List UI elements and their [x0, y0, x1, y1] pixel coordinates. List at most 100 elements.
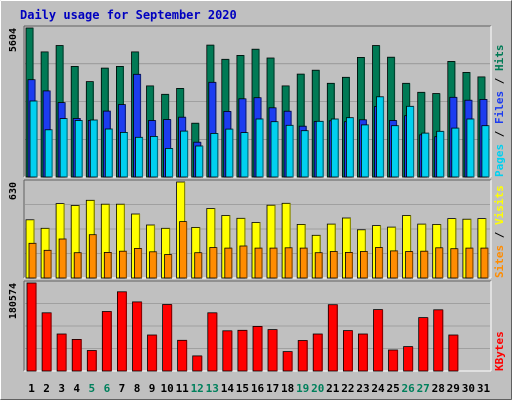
x-tick-label-day-30: 30 — [462, 382, 475, 395]
bar-kbytes-day-21 — [327, 304, 338, 372]
bar-sites-day-15 — [239, 245, 248, 279]
x-tick-label-day-21: 21 — [326, 382, 340, 395]
bar-pages-day-22 — [345, 117, 354, 178]
bar-pages-day-25 — [391, 125, 399, 178]
bar-kbytes-day-28 — [433, 309, 444, 372]
bar-sites-day-5 — [88, 234, 97, 279]
bar-sites-day-23 — [359, 251, 368, 279]
bar-sites-day-20 — [314, 252, 323, 279]
x-tick-label-day-8: 8 — [134, 382, 141, 395]
x-tick-label-day-29: 29 — [447, 382, 460, 395]
bar-kbytes-day-19 — [297, 340, 308, 372]
x-tick-label-day-27: 27 — [417, 382, 430, 395]
bar-pages-day-23 — [360, 124, 369, 178]
x-tick-label-day-17: 17 — [266, 382, 279, 395]
x-tick-label-day-26: 26 — [401, 382, 415, 395]
bar-pages-day-7 — [120, 131, 128, 178]
bar-sites-day-2 — [43, 249, 52, 279]
bar-pages-day-17 — [270, 121, 279, 178]
x-tick-label-day-18: 18 — [281, 382, 294, 395]
bar-pages-day-14 — [225, 128, 234, 178]
bar-sites-day-14 — [224, 247, 233, 279]
bar-sites-day-1 — [28, 242, 37, 279]
x-tick-label-day-28: 28 — [432, 382, 445, 395]
bar-kbytes-day-20 — [312, 333, 323, 372]
bar-kbytes-day-25 — [388, 349, 398, 372]
x-tick-label-day-6: 6 — [104, 382, 111, 395]
x-tick-label-day-15: 15 — [236, 382, 249, 395]
bar-pages-day-21 — [330, 118, 339, 178]
legend-separator: / — [493, 124, 506, 144]
bar-sites-day-11 — [179, 221, 188, 279]
bar-kbytes-day-22 — [342, 330, 353, 372]
bar-pages-day-2 — [44, 129, 53, 178]
bar-sites-day-6 — [103, 251, 112, 279]
bar-kbytes-day-23 — [357, 333, 368, 372]
bar-sites-day-16 — [254, 247, 263, 279]
bar-sites-day-17 — [269, 247, 278, 279]
x-tick-label-day-25: 25 — [386, 382, 399, 395]
bar-pages-day-1 — [29, 100, 38, 178]
bar-pages-day-20 — [315, 120, 324, 178]
legend-item-sites: Sites — [493, 245, 506, 278]
bar-sites-day-26 — [405, 251, 414, 279]
bar-pages-day-8 — [135, 136, 143, 178]
bar-kbytes-day-11 — [177, 339, 188, 372]
bar-pages-day-12 — [195, 145, 204, 178]
bar-pages-day-16 — [255, 118, 264, 178]
bar-sites-day-19 — [299, 247, 308, 279]
bar-kbytes-day-26 — [403, 346, 414, 372]
bar-sites-day-10 — [164, 254, 173, 279]
legend-hits-files-pages: Pages / Files / Hits — [493, 45, 506, 178]
x-tick-label-day-9: 9 — [149, 382, 156, 395]
bar-sites-day-13 — [209, 247, 218, 279]
bar-sites-day-3 — [58, 238, 67, 279]
bar-pages-day-6 — [104, 128, 113, 178]
bar-kbytes-day-4 — [71, 338, 82, 372]
x-tick-label-day-13: 13 — [206, 382, 219, 395]
bar-kbytes-day-10 — [162, 304, 173, 372]
bar-pages-day-10 — [165, 147, 174, 178]
bar-pages-day-11 — [180, 130, 189, 178]
bar-sites-day-27 — [420, 250, 429, 279]
bar-kbytes-day-14 — [222, 330, 233, 372]
bar-sites-day-24 — [375, 247, 383, 279]
bar-sites-day-12 — [194, 252, 203, 279]
bar-pages-day-31 — [481, 125, 490, 178]
bar-sites-day-7 — [119, 250, 127, 279]
bar-pages-day-30 — [466, 118, 475, 178]
x-tick-label-day-5: 5 — [88, 382, 95, 395]
bar-pages-day-28 — [436, 130, 445, 178]
bar-kbytes-day-16 — [252, 325, 263, 372]
bar-kbytes-day-2 — [41, 312, 52, 372]
legend-separator: / — [493, 71, 506, 91]
x-tick-label-day-20: 20 — [311, 382, 324, 395]
bar-kbytes-day-9 — [147, 334, 157, 372]
bar-pages-day-24 — [376, 96, 384, 178]
x-tick-label-day-22: 22 — [341, 382, 354, 395]
bar-kbytes-day-12 — [192, 355, 203, 372]
scale-label-kbytes: 180574 — [8, 283, 19, 319]
x-tick-label-day-23: 23 — [356, 382, 369, 395]
bar-pages-day-3 — [59, 118, 68, 178]
x-tick-label-day-31: 31 — [477, 382, 491, 395]
x-tick-label-day-1: 1 — [28, 382, 35, 395]
x-tick-label-day-2: 2 — [43, 382, 50, 395]
bar-pages-day-9 — [150, 135, 158, 178]
legend-item-pages: Pages — [493, 144, 506, 177]
bar-sites-day-4 — [73, 252, 82, 279]
bar-pages-day-13 — [210, 132, 219, 178]
bar-sites-day-9 — [149, 251, 157, 279]
x-tick-label-day-24: 24 — [371, 382, 385, 395]
bar-sites-day-31 — [480, 247, 489, 279]
bar-kbytes-day-24 — [373, 309, 383, 372]
bar-sites-day-21 — [329, 251, 338, 279]
bar-pages-day-26 — [406, 105, 415, 178]
bar-kbytes-day-8 — [132, 301, 142, 372]
bar-pages-day-29 — [451, 127, 460, 178]
bar-kbytes-day-1 — [26, 282, 37, 372]
bar-kbytes-day-27 — [418, 317, 429, 372]
bar-pages-day-5 — [89, 119, 98, 178]
chart-title: Daily usage for September 2020 — [20, 8, 237, 22]
bar-sites-day-22 — [344, 251, 353, 279]
